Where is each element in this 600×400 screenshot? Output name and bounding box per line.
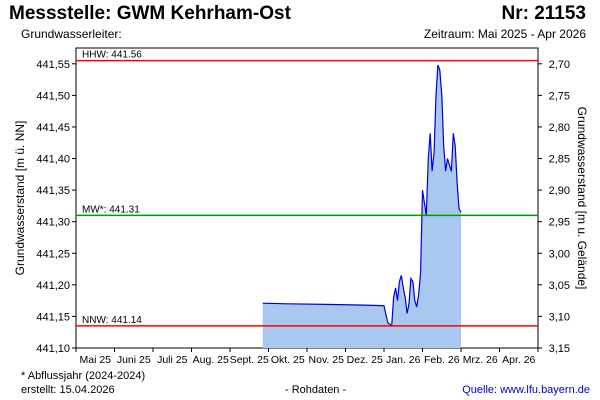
reference-label: NNW: 441.14 [82, 315, 142, 326]
x-tick-label: Okt. 25 [271, 354, 305, 366]
y-tick-label: 441,15 [36, 311, 70, 323]
y-tick-label: 441,30 [36, 217, 70, 229]
y2-tick-label: 2,85 [549, 154, 570, 166]
aquifer-label: Grundwasserleiter: [21, 27, 122, 41]
x-tick-label: Aug. 25 [193, 354, 229, 366]
x-tick-label: Mai 25 [79, 354, 111, 366]
x-tick-label: Nov. 25 [309, 354, 345, 366]
rawdata-label: - Rohdaten - [285, 384, 347, 396]
y-tick-label: 441,35 [36, 185, 70, 197]
plot-frame [75, 47, 539, 349]
y2-tick-label: 2,75 [549, 90, 570, 102]
station-number: Nr: 21153 [501, 3, 586, 24]
y-tick-label: 441,20 [36, 280, 70, 292]
x-tick-label: Feb. 26 [424, 354, 460, 366]
y2-axis-title: Grundwasserstand [m u. Gelände] [575, 107, 589, 290]
y2-tick-label: 3,05 [549, 280, 570, 292]
x-tick-label: Dez. 25 [347, 354, 383, 366]
y2-tick-label: 2,90 [549, 185, 570, 197]
y2-tick-label: 3,10 [549, 311, 570, 323]
y-tick-label: 441,45 [36, 122, 70, 134]
series-line [262, 64, 462, 328]
y2-tick-label: 2,70 [549, 59, 570, 71]
x-tick-label: Juni 25 [117, 354, 151, 366]
reference-label: MW*: 441.31 [82, 204, 140, 215]
y-tick-label: 441,55 [36, 59, 70, 71]
y-tick-label: 441,50 [36, 90, 70, 102]
y2-tick-label: 3,15 [549, 343, 570, 355]
x-tick-label: Apr. 26 [502, 354, 535, 366]
created-date: erstellt: 15.04.2026 [21, 384, 115, 396]
x-tick-label: Jan. 26 [386, 354, 421, 366]
y2-tick-label: 2,80 [549, 122, 570, 134]
period-label: Zeitraum: Mai 2025 - Apr 2026 [423, 27, 586, 41]
y2-tick-label: 3,00 [549, 248, 570, 260]
footnote: * Abflussjahr (2024-2024) [21, 370, 146, 382]
x-tick-label: Juli 25 [157, 354, 188, 366]
y-tick-label: 441,25 [36, 248, 70, 260]
reference-label: HHW: 441.56 [82, 50, 142, 61]
source-link[interactable]: Quelle: www.lfu.bayern.de [462, 384, 590, 396]
x-tick-label: Mrz. 26 [463, 354, 498, 366]
y-tick-label: 441,40 [36, 154, 70, 166]
station-title: Messstelle: GWM Kehrham-Ost [9, 3, 291, 24]
y-tick-label: 441,10 [36, 343, 70, 355]
y2-tick-label: 2,95 [549, 217, 570, 229]
x-tick-label: Sept. 25 [230, 354, 269, 366]
y-axis-title: Grundwasserstand [m ü. NN] [13, 121, 27, 276]
